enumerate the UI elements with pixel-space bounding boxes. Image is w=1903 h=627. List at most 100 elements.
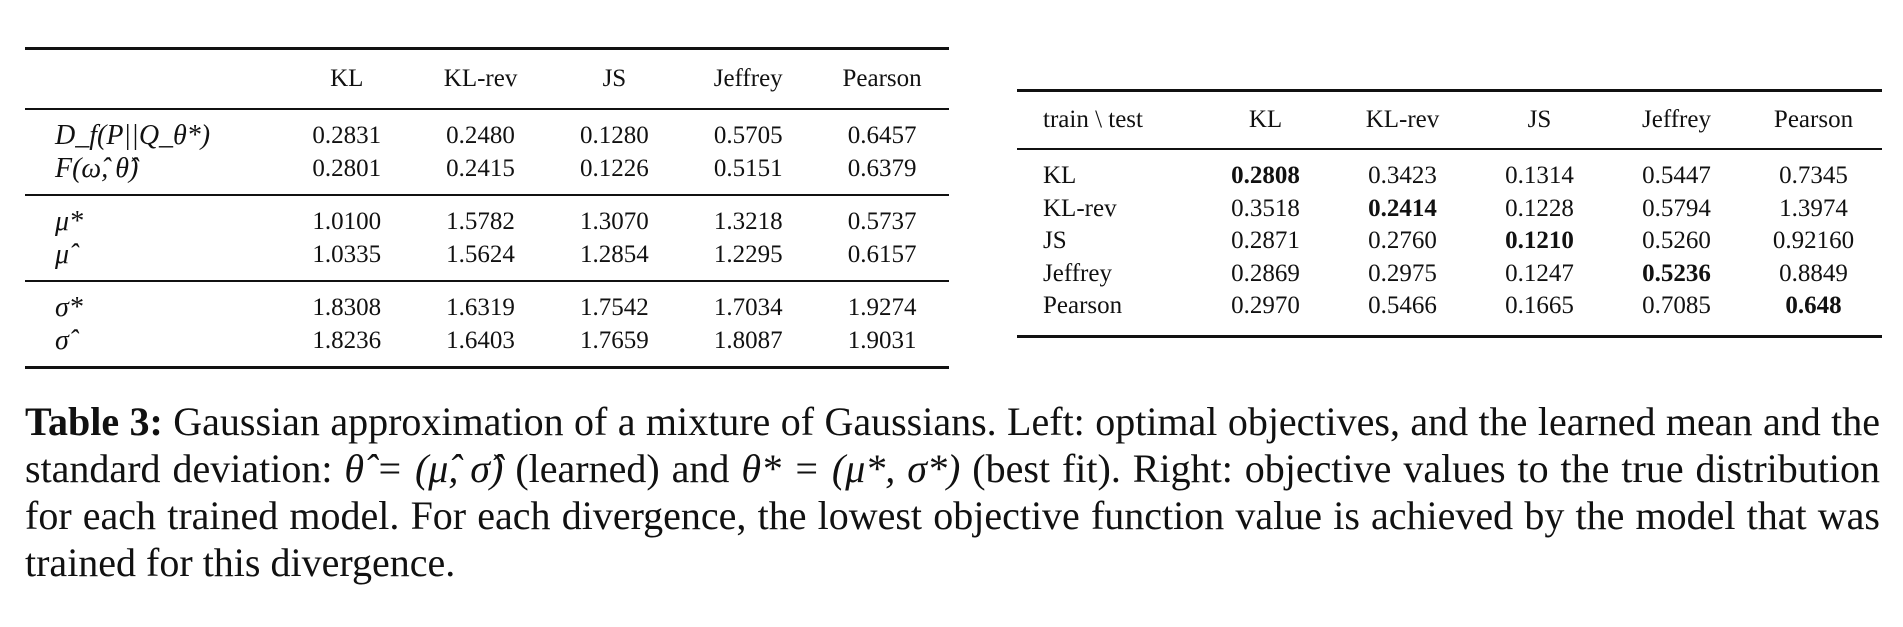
row-label: μ̂ — [55, 239, 70, 270]
table-cell: 0.5260 — [1642, 227, 1711, 254]
table-cell: 0.1665 — [1505, 292, 1574, 319]
left-col-header: KL-rev — [443, 65, 518, 92]
table-cell: 0.1210 — [1505, 227, 1574, 254]
right-col-header: KL-rev — [1334, 90, 1471, 150]
table-row: KL-rev 0.3518 0.2414 0.1228 0.5794 1.397… — [1017, 193, 1882, 226]
table-row: Jeffrey 0.2869 0.2975 0.1247 0.5236 0.88… — [1017, 258, 1882, 291]
caption-label: Table 3: — [25, 399, 163, 444]
table-cell: 0.5447 — [1642, 162, 1711, 189]
table-row: μ* 1.0100 1.5782 1.3070 1.3218 0.5737 — [25, 194, 949, 238]
row-label: μ* — [25, 194, 280, 238]
train-test-corner-label: train \ test — [1017, 90, 1197, 150]
table-cell: 0.2760 — [1368, 227, 1437, 254]
table-cell: 1.9274 — [815, 280, 949, 324]
table-cell: 1.8236 — [312, 327, 382, 354]
table-cell: 0.2480 — [413, 108, 548, 152]
table-cell: 0.2869 — [1231, 259, 1300, 287]
table-row: Pearson 0.2970 0.5466 0.1665 0.7085 0.64… — [1017, 290, 1882, 336]
caption-math-learned: θ̂ = (μ̂, σ̂) — [344, 446, 504, 491]
table-cell: 1.6403 — [446, 327, 515, 354]
table-cell: 0.7085 — [1642, 292, 1711, 319]
table-cell: 1.6319 — [413, 280, 548, 324]
table-cell: 1.2295 — [713, 241, 783, 268]
table-cell: 0.2831 — [279, 108, 414, 152]
table-row: JS 0.2871 0.2760 0.1210 0.5260 0.92160 — [1017, 225, 1882, 258]
right-results-table: train \ test KL KL-rev JS Jeffrey Pearso… — [1017, 89, 1882, 338]
row-label: Pearson — [1043, 292, 1123, 319]
table-cell: 1.3218 — [681, 194, 816, 238]
caption-text: (best fit). Right: objective values to t… — [25, 446, 1880, 585]
left-table-header-row: KL KL-rev JS Jeffrey Pearson — [25, 49, 949, 110]
table-cell: 1.3070 — [547, 194, 682, 238]
table-cell: 0.2414 — [1368, 194, 1437, 222]
table-cell: 0.5236 — [1642, 259, 1711, 287]
right-col-header: KL — [1197, 90, 1334, 150]
table-cell: 0.5705 — [681, 108, 816, 152]
table-row: μ̂ 1.0335 1.5624 1.2854 1.2295 0.6157 — [25, 238, 949, 281]
table-cell: 0.5737 — [815, 194, 949, 238]
caption-math-best-fit: θ* = (μ*, σ*) — [741, 446, 961, 491]
table-cell: 0.2808 — [1231, 162, 1300, 189]
table-cell: 0.2975 — [1368, 259, 1437, 287]
left-table-corner — [25, 49, 280, 110]
table-row: KL 0.2808 0.3423 0.1314 0.5447 0.7345 — [1017, 149, 1882, 193]
table-cell: 0.8849 — [1779, 259, 1848, 287]
table-cell: 0.7345 — [1779, 162, 1848, 189]
table-cell: 0.3518 — [1231, 194, 1300, 222]
row-label: σ̂ — [55, 325, 69, 356]
table-row: σ̂ 1.8236 1.6403 1.7659 1.8087 1.9031 — [25, 324, 949, 368]
row-label: KL-rev — [1043, 194, 1117, 222]
left-col-header: Jeffrey — [713, 65, 783, 92]
table-cell: 0.3423 — [1368, 162, 1437, 189]
table-cell: 1.3974 — [1779, 194, 1848, 222]
table-cell: 0.6157 — [847, 241, 917, 268]
table-row: D_f(P||Q_θ*) 0.2831 0.2480 0.1280 0.5705… — [25, 108, 949, 152]
table-cell: 0.2415 — [446, 155, 515, 182]
row-label: σ* — [25, 280, 280, 324]
table-cell: 1.7542 — [547, 280, 682, 324]
table-cell: 0.6379 — [847, 155, 917, 182]
table-caption: Table 3: Gaussian approximation of a mix… — [25, 398, 1880, 586]
table-cell: 0.2871 — [1231, 227, 1300, 254]
row-label: Jeffrey — [1043, 259, 1112, 287]
table-cell: 1.0100 — [279, 194, 414, 238]
table-row: σ* 1.8308 1.6319 1.7542 1.7034 1.9274 — [25, 280, 949, 324]
table-cell: 0.5151 — [713, 155, 783, 182]
table-cell: 0.1247 — [1505, 259, 1574, 287]
table-row: F(ω̂, θ̂) 0.2801 0.2415 0.1226 0.5151 0.… — [25, 152, 949, 195]
table-cell: 1.2854 — [580, 241, 649, 268]
table-cell: 0.1228 — [1505, 194, 1574, 222]
table-cell: 1.5624 — [446, 241, 515, 268]
caption-text: (learned) and — [503, 446, 742, 491]
table-cell: 1.7659 — [580, 327, 649, 354]
left-col-header: JS — [602, 65, 627, 92]
table-cell: 0.1314 — [1505, 162, 1574, 189]
table-cell: 1.5782 — [413, 194, 548, 238]
caption-text: Gaussian approximation of a mixture of G… — [25, 399, 1880, 491]
table-cell: 0.92160 — [1772, 227, 1855, 254]
table-cell: 0.6457 — [815, 108, 949, 152]
table-cell: 1.0335 — [312, 241, 382, 268]
table-cell: 1.8087 — [713, 327, 783, 354]
right-col-header: Pearson — [1745, 90, 1882, 150]
table-cell: 1.7034 — [681, 280, 816, 324]
table-cell: 0.1280 — [547, 108, 682, 152]
row-label: F(ω̂, θ̂) — [55, 153, 139, 184]
left-results-table: KL KL-rev JS Jeffrey Pearson D_f(P||Q_θ*… — [25, 47, 949, 369]
row-label: KL — [1043, 162, 1077, 189]
right-col-header: JS — [1471, 90, 1608, 150]
left-col-header: Pearson — [842, 65, 922, 92]
table-cell: 0.2970 — [1231, 292, 1300, 319]
table-cell: 0.648 — [1785, 292, 1842, 319]
table-cell: 0.5794 — [1642, 194, 1711, 222]
left-col-header: KL — [330, 65, 364, 92]
row-label: D_f(P||Q_θ*) — [25, 108, 280, 152]
table-cell: 0.2801 — [312, 155, 382, 182]
row-label: JS — [1043, 227, 1067, 254]
table-cell: 0.5466 — [1368, 292, 1437, 319]
table-cell: 0.1226 — [580, 155, 649, 182]
table-cell: 1.9031 — [847, 327, 917, 354]
right-col-header: Jeffrey — [1608, 90, 1745, 150]
right-table-header-row: train \ test KL KL-rev JS Jeffrey Pearso… — [1017, 90, 1882, 150]
table-cell: 1.8308 — [279, 280, 414, 324]
